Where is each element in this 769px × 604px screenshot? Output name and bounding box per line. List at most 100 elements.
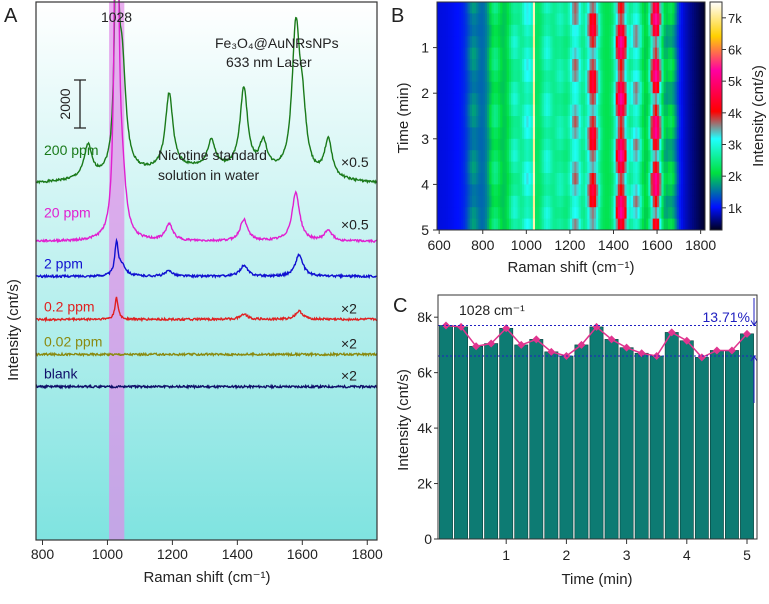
heatmap-cell: [665, 93, 669, 106]
heatmap-cell: [689, 59, 693, 71]
heatmap-cell: [578, 195, 582, 208]
spectrum-line-2: [35, 237, 378, 280]
heatmap-cell: [474, 81, 477, 94]
heatmap-cell: [476, 70, 479, 83]
heatmap-cell: [698, 2, 702, 14]
heatmap-cell: [463, 218, 466, 231]
heatmap-cell: [644, 184, 647, 197]
heatmap-cell: [474, 36, 477, 49]
heatmap-cell: [543, 218, 547, 231]
heatmap-cell: [635, 161, 638, 174]
heatmap-cell: [585, 81, 588, 94]
heatmap-cell: [478, 47, 482, 60]
heatmap-cell: [587, 138, 590, 151]
heatmap-cell: [447, 13, 451, 26]
heatmap-cell: [543, 138, 547, 151]
heatmap-cell: [500, 47, 503, 60]
heatmap-cell: [515, 2, 519, 14]
heatmap-cell: [469, 207, 473, 220]
heatmap-cell: [687, 173, 691, 185]
heatmap-cell: [487, 127, 490, 140]
heatmap-cell: [622, 116, 625, 128]
heatmap-cell: [624, 104, 628, 117]
heatmap-cell: [443, 173, 447, 185]
heatmap-cell: [663, 207, 667, 220]
heatmap-cell: [528, 150, 532, 163]
heatmap-cell: [545, 195, 549, 208]
heatmap-cell: [563, 81, 567, 94]
heatmap-cell: [528, 70, 532, 83]
heatmap-cell: [626, 127, 630, 140]
heatmap-cell: [480, 173, 484, 185]
heatmap-cell: [526, 207, 529, 220]
heatmap-cell: [456, 138, 460, 151]
heatmap-cell: [554, 2, 558, 14]
peak-label: 1028: [101, 9, 132, 25]
heatmap-cell: [694, 24, 697, 37]
heatmap-cell: [530, 70, 534, 83]
heatmap-cell: [600, 13, 604, 26]
heatmap-cell: [489, 93, 492, 106]
heatmap-cell: [463, 127, 466, 140]
heatmap-cell: [685, 184, 689, 197]
heatmap-cell: [661, 150, 665, 163]
heatmap-cell: [465, 59, 468, 71]
heatmap-cell: [654, 195, 658, 208]
heatmap-cell: [659, 47, 662, 60]
heatmap-cell: [685, 207, 689, 220]
heatmap-cell: [458, 24, 462, 37]
heatmap-cell: [524, 93, 527, 106]
heatmap-cell: [474, 24, 477, 37]
heatmap-cell: [628, 116, 632, 128]
heatmap-cell: [694, 127, 697, 140]
heatmap-cell: [626, 81, 630, 94]
heatmap-cell: [574, 81, 577, 94]
heatmap-cell: [611, 138, 614, 151]
heatmap-cell: [657, 138, 660, 151]
heatmap-cell: [541, 184, 545, 197]
heatmap-cell: [452, 161, 455, 174]
heatmap-cell: [615, 127, 619, 140]
heatmap-cell: [672, 127, 675, 140]
heatmap-cell: [663, 70, 667, 83]
heatmap-cell: [489, 195, 492, 208]
heatmap-cell: [696, 70, 699, 83]
heatmap-cell: [596, 93, 599, 106]
heatmap-cell: [683, 184, 686, 197]
heatmap-cell: [471, 195, 475, 208]
heatmap-cell: [644, 24, 647, 37]
heatmap-cell: [617, 195, 621, 208]
heatmap-cell: [504, 173, 508, 185]
heatmap-cell: [646, 36, 649, 49]
heatmap-cell: [583, 93, 586, 106]
heatmap-cell: [683, 104, 686, 117]
heatmap-cell: [644, 70, 647, 83]
heatmap-cell: [646, 161, 649, 174]
heatmap-cell: [620, 218, 623, 231]
heatmap-cell: [563, 59, 567, 71]
heatmap-cell: [613, 47, 617, 60]
heatmap-cell: [593, 161, 597, 174]
heatmap-cell: [443, 24, 447, 37]
heatmap-cell: [480, 81, 484, 94]
heatmap-cell: [598, 127, 601, 140]
colorbar-tick-label: 2k: [728, 169, 742, 184]
heatmap-cell: [609, 104, 612, 117]
heatmap-cell: [541, 150, 545, 163]
heatmap-cell: [648, 184, 651, 197]
heatmap-cell: [504, 13, 508, 26]
heatmap-cell: [478, 81, 482, 94]
heatmap-cell: [515, 13, 519, 26]
heatmap-cell: [530, 24, 534, 37]
heatmap-cell: [458, 150, 462, 163]
heatmap-cell: [502, 173, 506, 185]
heatmap-cell: [585, 93, 588, 106]
heatmap-cell: [657, 70, 660, 83]
heatmap-cell: [567, 184, 571, 197]
heatmap-cell: [578, 70, 582, 83]
heatmap-cell: [633, 2, 636, 14]
heatmap-cell: [641, 70, 645, 83]
heatmap-cell: [639, 184, 643, 197]
heatmap-cell: [465, 138, 468, 151]
heatmap-cell: [474, 13, 477, 26]
